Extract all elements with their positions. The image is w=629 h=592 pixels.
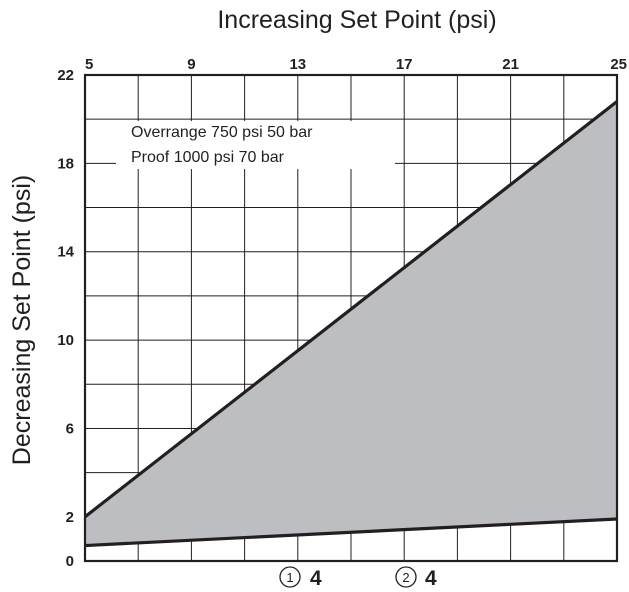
circle-marker: [395, 566, 417, 588]
x-tick-label: 17: [396, 56, 413, 73]
y-tick-label: 10: [57, 332, 74, 349]
x-tick-label: 21: [502, 56, 519, 73]
frame-border: [83, 73, 619, 563]
tick-labels: 5 9 13 17 21 25 0 2 6 10 14 18 22: [57, 56, 627, 570]
annotation-proof: Proof 1000 psi 70 bar: [131, 149, 285, 166]
footer-value: 4: [310, 567, 322, 590]
plot-frame: [83, 73, 619, 563]
y-tick-label: 0: [66, 553, 74, 570]
circle-marker: [279, 566, 301, 588]
y-axis-title: Decreasing Set Point (psi): [8, 175, 36, 465]
x-tick-label: 13: [289, 56, 306, 73]
annotation-box: [116, 121, 395, 169]
series-lines: [84, 100, 618, 548]
footer-mark-2: 2 4: [395, 566, 437, 590]
lower-limit-line: [84, 517, 618, 548]
annotation-overrange: Overrange 750 psi 50 bar: [131, 124, 313, 141]
y-tick-label: 14: [57, 244, 74, 261]
footer-mark-1: 1 4: [279, 566, 322, 590]
footer-value: 4: [425, 567, 437, 590]
y-tick-label: 22: [57, 67, 74, 84]
x-tick-label: 25: [610, 56, 627, 73]
circle-number: 1: [286, 570, 293, 585]
upper-limit-line: [84, 100, 618, 519]
y-tick-label: 6: [66, 420, 74, 437]
y-tick-label: 2: [66, 509, 74, 526]
x-tick-label: 5: [85, 56, 93, 73]
y-tick-label: 18: [57, 155, 74, 172]
x-tick-label: 9: [187, 56, 195, 73]
area-fill: [85, 101, 617, 546]
x-axis-title: Increasing Set Point (psi): [217, 6, 496, 34]
shaded-region: [85, 101, 617, 546]
circle-number: 2: [402, 570, 409, 585]
